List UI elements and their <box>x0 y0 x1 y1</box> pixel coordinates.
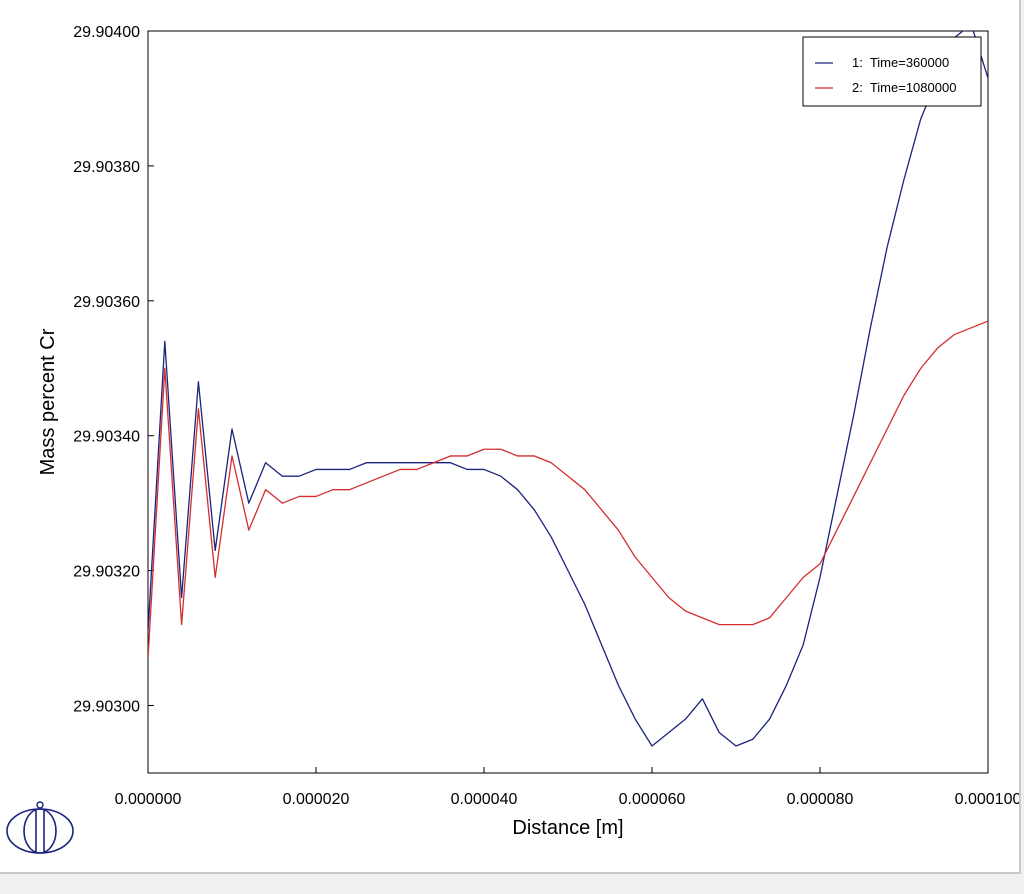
legend-box <box>802 36 982 107</box>
x-tick-label: 0.000100 <box>955 791 1019 808</box>
y-axis-ticks: 29.90300 29.90320 29.90340 29.90360 29.90380… <box>73 24 154 716</box>
status-bar <box>0 874 1024 894</box>
x-tick-label: 0.000080 <box>787 791 854 808</box>
plot-area-frame <box>147 30 989 774</box>
y-axis-label: Mass percent Cr <box>37 328 59 475</box>
x-tick-label: 0.000020 <box>283 791 350 808</box>
series-lines <box>148 31 988 747</box>
legend: 1: Time=360000 2: Time=1080000 <box>802 36 982 107</box>
x-tick-label: 0.000060 <box>619 791 686 808</box>
y-tick-label: 29.90340 <box>73 429 140 446</box>
y-tick-label: 29.90320 <box>73 564 140 581</box>
y-tick-label: 29.90300 <box>73 699 140 716</box>
chart-svg: 29.90300 29.90320 29.90340 29.90360 29.90380… <box>6 24 1019 854</box>
legend-label-series-1: 1: Time=360000 <box>852 55 949 70</box>
series-2-line <box>148 320 988 659</box>
y-tick-label: 29.90400 <box>73 24 140 41</box>
x-tick-label: 0.000000 <box>115 791 182 808</box>
thermo-calc-logo-icon <box>6 801 74 854</box>
legend-label-series-2: 2: Time=1080000 <box>852 80 956 95</box>
series-1-line <box>148 31 988 747</box>
x-tick-label: 0.000040 <box>451 791 518 808</box>
plot-window: 29.90300 29.90320 29.90340 29.90360 29.90380… <box>0 0 1021 874</box>
y-tick-label: 29.90380 <box>73 159 140 176</box>
x-axis-ticks: 0.000000 0.000020 0.000040 0.000060 0.000080… <box>115 767 1019 808</box>
x-axis-label: Distance [m] <box>512 817 623 839</box>
y-tick-label: 29.90360 <box>73 294 140 311</box>
